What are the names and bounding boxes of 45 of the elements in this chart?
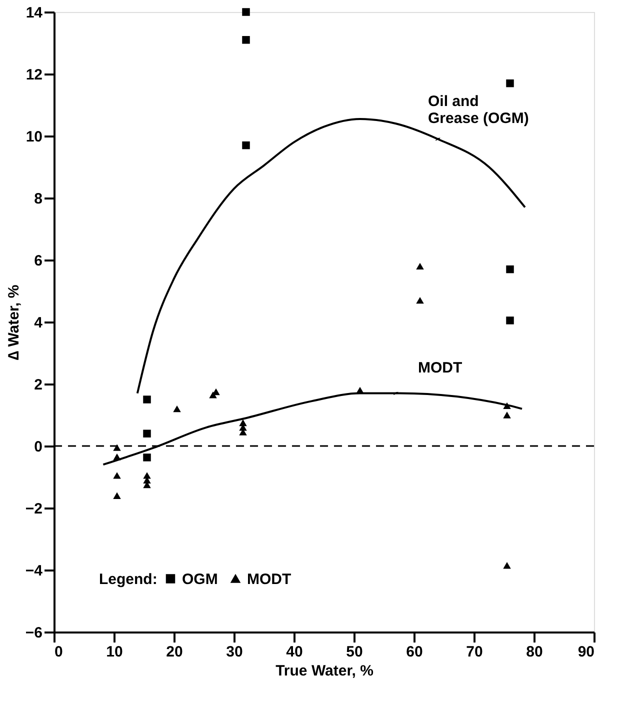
annotation: MODT — [418, 359, 462, 376]
y-tick-label: −6 — [25, 624, 42, 642]
x-tick-label: 0 — [54, 644, 63, 660]
point — [416, 296, 424, 304]
y-axis-title: ∆ Water, % — [5, 284, 22, 360]
point — [113, 492, 121, 499]
point — [506, 316, 514, 324]
x-tick-label: 20 — [166, 644, 183, 660]
point — [143, 430, 151, 438]
y-tick-label: 14 — [26, 4, 44, 22]
y-tick-label: −2 — [25, 500, 42, 518]
y-tick-label: 12 — [26, 66, 42, 84]
x-tick-label: 70 — [466, 644, 483, 660]
y-tick-label: 0 — [34, 438, 42, 456]
point — [143, 454, 151, 462]
point — [242, 8, 250, 16]
y-tick-label: 10 — [26, 128, 42, 146]
legend-label: MODT — [247, 570, 292, 588]
x-tick-label: 30 — [226, 644, 243, 660]
x-tick-label: 50 — [346, 644, 363, 660]
x-tick-label: 80 — [526, 644, 543, 660]
point — [506, 265, 514, 274]
point — [506, 79, 514, 88]
legend-title: Legend: — [99, 571, 158, 588]
x-axis-title: True Water, % — [276, 662, 374, 680]
point — [173, 405, 181, 412]
x-tick-label: 40 — [286, 644, 303, 660]
point — [143, 396, 151, 404]
point — [242, 141, 250, 150]
annotation: Oil and Grease (OGM) — [428, 93, 529, 128]
x-tick-label: 90 — [578, 644, 594, 660]
point — [503, 562, 511, 569]
y-tick-label: 8 — [34, 190, 42, 208]
point — [416, 262, 424, 270]
y-tick-label: 2 — [34, 376, 42, 394]
x-tick-label: 10 — [106, 644, 123, 660]
point — [113, 472, 121, 479]
point — [113, 444, 121, 451]
point — [242, 36, 250, 44]
y-tick-label: 6 — [34, 252, 42, 270]
y-tick-label: −4 — [25, 562, 44, 580]
x-tick-label: 60 — [406, 644, 423, 660]
legend-label: OGM — [182, 570, 218, 588]
point — [503, 412, 511, 418]
y-tick-label: 4 — [34, 314, 44, 332]
